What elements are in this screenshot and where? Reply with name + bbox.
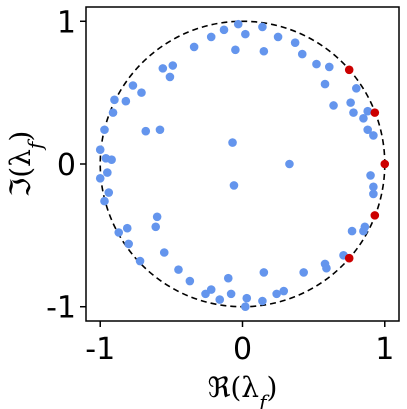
x-tick-label: 0 [233,332,252,367]
data-point [259,46,269,56]
data-point [128,81,138,90]
data-point [297,49,307,59]
data-point [312,59,321,69]
data-point [320,79,330,89]
data-point [158,64,168,73]
data-point [95,173,105,183]
data-point [380,159,390,169]
data-point [114,228,124,237]
data-point [241,29,250,39]
data-point [95,145,105,155]
y-axis-label: ℑ(λf) [4,131,47,198]
data-point [141,126,151,136]
x-axis-label: ℜ(λf) [208,371,278,409]
data-point [349,108,358,117]
data-point [259,268,269,277]
data-point [329,101,338,110]
data-point [273,32,283,42]
data-point [324,62,334,72]
data-point [369,189,378,199]
data-point [370,211,380,220]
data-point [152,212,162,222]
data-point [299,268,308,277]
y-tick-label: 1 [57,5,76,40]
data-point [189,42,199,52]
data-point [359,226,368,236]
data-point [272,289,281,299]
data-point [137,88,146,97]
data-point [135,256,145,266]
data-point [155,125,165,135]
data-point [369,182,378,192]
data-point [185,276,195,286]
data-point [122,223,132,233]
data-point [366,171,375,180]
data-point [228,138,237,147]
data-point [359,114,368,123]
data-point [121,96,131,106]
data-point [174,265,183,274]
data-point [231,45,240,55]
data-point [279,286,289,296]
data-point [258,22,267,32]
data-point [151,222,161,232]
y-tick-label: 0 [57,148,76,183]
ticks-layer: -1 0 1 -1 0 1 [46,5,394,367]
data-point [219,25,229,35]
data-point [363,125,373,135]
data-point [159,248,169,257]
y-tick-label: -1 [46,291,76,326]
data-point [344,253,354,263]
points-layer [95,19,390,312]
data-point [258,296,267,306]
data-point [233,19,243,29]
data-point [370,108,380,117]
data-point [241,302,250,312]
data-point [347,226,357,236]
data-point [108,108,118,117]
data-point [285,159,294,169]
data-point [124,239,133,249]
data-point [107,155,116,165]
x-tick-label: -1 [85,332,115,367]
data-point [226,289,236,299]
data-point [346,98,355,107]
data-point [352,84,361,93]
data-point [369,131,378,140]
data-point [322,263,331,273]
data-point [201,289,210,299]
x-tick-label: 1 [375,332,394,367]
plot-frame [85,6,400,322]
data-point [363,106,373,116]
data-point [223,273,233,283]
data-point [215,295,225,304]
data-point [168,61,178,70]
data-point [110,95,119,105]
data-point [242,293,252,303]
data-point [344,65,354,75]
data-point [165,72,175,82]
data-point [104,188,114,197]
data-point [229,181,239,190]
data-point [206,32,216,42]
data-point [100,125,109,135]
data-point [103,168,112,177]
data-point [290,38,300,47]
data-point [100,196,109,206]
